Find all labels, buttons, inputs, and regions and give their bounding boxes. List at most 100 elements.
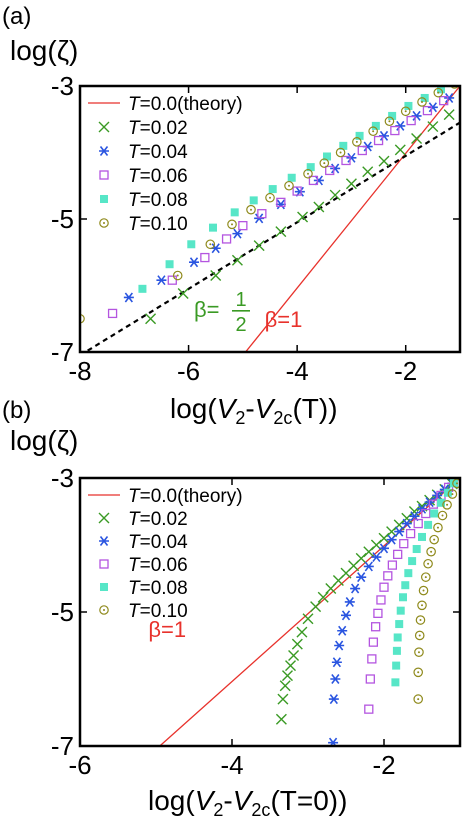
x-tick-label: -4 — [286, 356, 309, 386]
y-tick-label: -3 — [51, 71, 74, 101]
data-point — [384, 116, 395, 127]
legend-marker — [100, 583, 108, 591]
theory-line — [159, 478, 460, 746]
data-point — [331, 657, 342, 668]
plot-frame-a — [78, 84, 462, 354]
data-point — [427, 102, 438, 113]
legend-label: T=0.10 — [128, 601, 188, 622]
y-axis-label-b: log(ζ) — [10, 425, 78, 456]
data-point — [276, 197, 286, 208]
data-point — [395, 620, 404, 629]
data-point — [330, 674, 341, 684]
data-point — [238, 220, 248, 231]
data-point — [390, 125, 400, 136]
data-point — [313, 175, 324, 186]
data-point — [317, 591, 329, 603]
data-point — [268, 185, 277, 194]
annotations-a: β= 12 β=1 — [194, 289, 302, 336]
data-point — [429, 534, 439, 545]
guide-line — [83, 121, 460, 352]
data-point — [337, 625, 348, 636]
data-point — [447, 489, 458, 499]
data-point — [265, 192, 275, 203]
data-point — [346, 152, 357, 163]
annotations-b: β=1 — [148, 617, 186, 642]
legend-marker — [99, 559, 109, 569]
beta-half-label: β= — [194, 297, 220, 322]
data-point — [417, 600, 427, 611]
x-tick-label: -2 — [394, 356, 417, 386]
data-point — [345, 178, 357, 190]
data-point — [373, 135, 384, 146]
data-point — [210, 270, 222, 282]
data-point — [329, 189, 341, 201]
data-point — [285, 660, 297, 672]
data-point — [253, 240, 265, 252]
data-point — [408, 557, 417, 566]
legend-marker — [99, 605, 109, 615]
data-point — [368, 637, 379, 647]
y-tick-label: -3 — [51, 463, 74, 493]
data-point — [277, 693, 289, 705]
data-point — [123, 292, 134, 303]
data-point — [362, 166, 374, 178]
data-point — [296, 626, 308, 638]
data-point — [287, 173, 296, 182]
data-point — [378, 155, 390, 167]
data-point — [417, 503, 427, 514]
x-tick-label: -8 — [68, 356, 91, 386]
data-point — [394, 144, 406, 156]
data-point — [405, 528, 416, 539]
legend-label: T=0.04 — [128, 532, 188, 553]
data-point — [379, 543, 389, 554]
legend-marker — [99, 146, 109, 156]
marks-b — [275, 478, 460, 746]
data-point — [444, 92, 455, 103]
data-point — [138, 284, 147, 293]
data-point — [406, 115, 416, 126]
data-point — [279, 680, 291, 692]
data-point — [363, 561, 374, 572]
data-point — [339, 141, 348, 150]
data-point — [275, 226, 287, 238]
data-point — [396, 606, 405, 615]
data-point — [205, 239, 216, 250]
data-point — [421, 508, 431, 519]
data-point — [313, 201, 325, 213]
data-point — [433, 522, 443, 533]
y-tick-label: -7 — [51, 337, 74, 367]
data-point — [427, 121, 439, 133]
data-point — [221, 234, 232, 244]
legend-label: T=0.0(theory) — [128, 94, 243, 115]
data-point — [356, 572, 367, 583]
data-point — [450, 86, 459, 89]
data-point — [291, 638, 303, 650]
data-point — [257, 209, 267, 219]
data-point — [399, 593, 407, 602]
data-point — [414, 630, 425, 641]
data-point — [404, 569, 413, 578]
data-point — [413, 694, 423, 704]
data-point — [412, 545, 421, 554]
data-point — [292, 186, 302, 196]
legend-label: T=0.0(theory) — [128, 486, 243, 507]
data-point — [430, 509, 439, 518]
data-point — [284, 180, 294, 191]
data-point — [172, 270, 183, 281]
data-point — [393, 549, 403, 560]
data-point — [388, 111, 397, 120]
panel-b: (b) log(ζ) -6 -4 -2-3-5-7 T=0.0(theory)T=0… — [2, 397, 462, 820]
data-point — [297, 211, 309, 223]
data-point — [420, 93, 429, 102]
data-point — [373, 608, 383, 618]
panel-label-a: (a) — [2, 3, 31, 30]
data-point — [189, 257, 199, 268]
legend-label: T=0.02 — [128, 118, 188, 139]
data-point — [254, 213, 265, 224]
marks-a — [80, 86, 459, 325]
data-point — [165, 260, 174, 269]
data-point — [391, 678, 400, 687]
x-axis-label-b: log(V2-V2c(T=0)) — [148, 785, 347, 820]
legend-label: T=0.08 — [128, 190, 188, 211]
